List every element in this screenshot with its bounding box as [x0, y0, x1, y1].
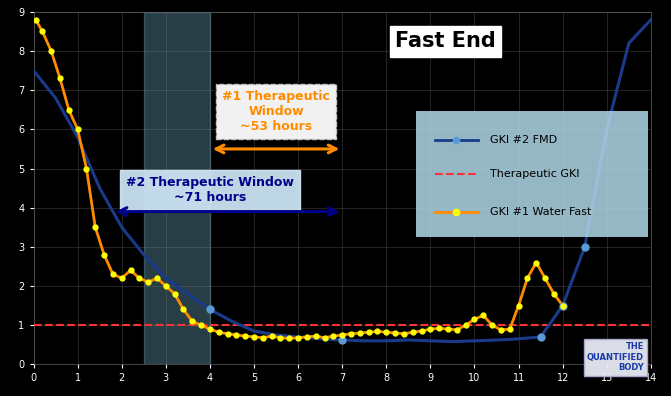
- Text: Therapeutic GKI: Therapeutic GKI: [491, 169, 580, 179]
- Text: Fast End: Fast End: [395, 31, 496, 51]
- Text: THE
QUANTIFIED
BODY: THE QUANTIFIED BODY: [587, 343, 644, 372]
- FancyBboxPatch shape: [416, 110, 648, 238]
- Bar: [144, 12, 210, 364]
- Text: GKI #1 Water Fast: GKI #1 Water Fast: [491, 208, 592, 217]
- Text: #1 Therapeutic
Window
~53 hours: #1 Therapeutic Window ~53 hours: [222, 90, 330, 133]
- Text: #2 Therapeutic Window
~71 hours: #2 Therapeutic Window ~71 hours: [126, 176, 294, 204]
- Text: GKI #2 FMD: GKI #2 FMD: [491, 135, 558, 145]
